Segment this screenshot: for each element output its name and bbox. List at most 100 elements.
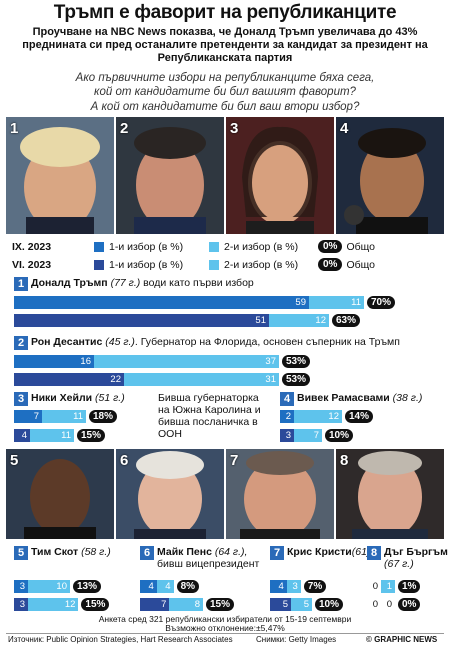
- candidate-age: (58 г.): [78, 546, 111, 558]
- photo-ramaswamy: 4: [336, 117, 444, 234]
- bar-segment-first: 4: [270, 580, 287, 593]
- margin-note: Възможно отклонение:±5,47%: [165, 623, 285, 633]
- candidate-number: 2: [14, 336, 28, 350]
- bar-segment-second: 12: [28, 598, 79, 611]
- bar-segment-second: 31: [124, 373, 279, 386]
- bar-segment-second: 12: [269, 314, 329, 327]
- photo-pence: 6: [116, 449, 224, 539]
- bar-segment-first: 59: [14, 296, 309, 309]
- photo-number: 3: [230, 120, 239, 137]
- bar-segment-second: 5: [291, 598, 312, 611]
- candidate-age: (38 г.): [389, 392, 423, 404]
- legend-swatch-first: [94, 241, 104, 252]
- photo-desantis: 2: [116, 117, 224, 234]
- bar-total: 1%: [398, 580, 421, 593]
- candidate-label: Тим Скот (58 г.): [31, 546, 147, 558]
- photo-haley: 3: [226, 117, 334, 234]
- bar-segment-second: 11: [309, 296, 364, 309]
- candidate-name: Дъг Бъргъм: [384, 546, 448, 558]
- bar-segment-second: 11: [42, 410, 86, 423]
- photo-number: 6: [120, 452, 129, 469]
- photo-trump: 1: [6, 117, 114, 234]
- bar-total: 13%: [73, 580, 102, 593]
- legend-total-label: Общо: [346, 240, 375, 253]
- candidate-number: 7: [270, 546, 284, 560]
- candidate-age: (45 г.): [102, 336, 135, 348]
- legend-september: IX. 2023 1-и избор (в %) 2-и избор (в %)…: [12, 240, 375, 253]
- bar-total: 10%: [315, 598, 344, 611]
- legend-swatch-second: [209, 241, 219, 252]
- bar-segment-second: 0: [386, 599, 392, 610]
- photo-number: 1: [10, 120, 19, 137]
- survey-note: Анкета сред 321 републикански избиратели…: [98, 614, 352, 624]
- candidate-number: 3: [14, 392, 28, 406]
- legend-second-label: 2-и избор (в %): [224, 240, 299, 253]
- bar-segment-first: 5: [270, 598, 291, 611]
- bar-segment-first: 4: [14, 429, 30, 442]
- candidate-name: Вивек Рамасвами: [297, 392, 390, 404]
- chart-subtitle: Проучване на NBC News показва, че Доналд…: [22, 26, 428, 64]
- photo-number: 5: [10, 452, 19, 469]
- candidate-description: . Губернатор на Флорида, основен съперни…: [134, 336, 400, 348]
- haley-note-line: Бивша губернаторка: [158, 392, 259, 404]
- candidate-age: (77 г.): [107, 277, 141, 289]
- bar-segment-first: 3: [280, 429, 294, 442]
- candidate-label: Крис Кристи(61): [287, 546, 383, 558]
- bar-jun: 3 12: [14, 598, 79, 611]
- bar-segment-second: 8: [169, 598, 203, 611]
- candidate-name: Рон Десантис: [31, 336, 103, 348]
- legend-total-pill: 0%: [318, 258, 343, 271]
- bar-segment-first: 7: [14, 410, 42, 423]
- bar-sep: 16 37: [14, 355, 279, 368]
- haley-note: Бивша губернаторка на Южна Каролина и би…: [158, 392, 261, 440]
- bar-segment-first: 3: [14, 598, 28, 611]
- legend-first-label: 1-и избор (в %): [109, 240, 184, 253]
- bar-jun: 22 31: [14, 373, 279, 386]
- bar-total: 14%: [345, 410, 374, 423]
- photo-burgum: 8: [336, 449, 444, 539]
- footer-rule: [6, 633, 444, 634]
- bar-sep: 59 11: [14, 296, 364, 309]
- haley-note-line: ООН: [158, 428, 182, 440]
- bar-segment-first: 4: [140, 580, 157, 593]
- bar-segment-first: 2: [280, 410, 294, 423]
- candidate-label: Рон Десантис (45 г.). Губернатор на Флор…: [31, 336, 400, 348]
- candidate-number: 1: [14, 277, 28, 291]
- bar-segment-second: 4: [156, 580, 174, 593]
- question-line-1: Ако първичните избори на републиканците …: [75, 72, 375, 84]
- photo-scott: 5: [6, 449, 114, 539]
- bar-segment-second: 10: [28, 580, 70, 593]
- candidate-label: Дъг Бъргъм (67 г.): [384, 546, 450, 570]
- photo-number: 4: [340, 120, 349, 137]
- bar-total: 7%: [303, 580, 327, 593]
- legend-june: VI. 2023 1-и избор (в %) 2-и избор (в %)…: [12, 258, 375, 271]
- bar-segment-first: 0: [372, 581, 378, 592]
- footer-photos: Снимки: Getty Images: [256, 635, 337, 644]
- bar-jun: 4 11: [14, 429, 74, 442]
- bar-total: 53%: [282, 355, 311, 368]
- bar-total: 53%: [282, 373, 311, 386]
- candidate-name: Майк Пенс: [157, 546, 212, 558]
- bar-total: 70%: [367, 296, 396, 309]
- candidate-age: (67 г.): [384, 558, 414, 570]
- candidate-number: 5: [14, 546, 28, 560]
- photo-number: 7: [230, 452, 239, 469]
- bar-sep: 2 12: [280, 410, 342, 423]
- bar-sep: 3 10: [14, 580, 70, 593]
- bar-segment-second: 7: [294, 429, 322, 442]
- bar-total: 15%: [77, 429, 106, 442]
- candidate-name: Ники Хейли: [31, 392, 93, 404]
- photo-number: 8: [340, 452, 349, 469]
- bar-segment-first: 22: [14, 373, 124, 386]
- footer-source: Източник: Public Opinion Strategies, Har…: [8, 635, 233, 644]
- legend-swatch-second: [209, 259, 219, 270]
- bar-jun: 51 12: [14, 314, 329, 327]
- bar-segment-second: 3: [286, 580, 301, 593]
- candidate-label: Ники Хейли (51 г.): [31, 392, 125, 404]
- bar-segment-second: 37: [94, 355, 279, 368]
- footer-brand: © GRAPHIC NEWS: [366, 635, 438, 644]
